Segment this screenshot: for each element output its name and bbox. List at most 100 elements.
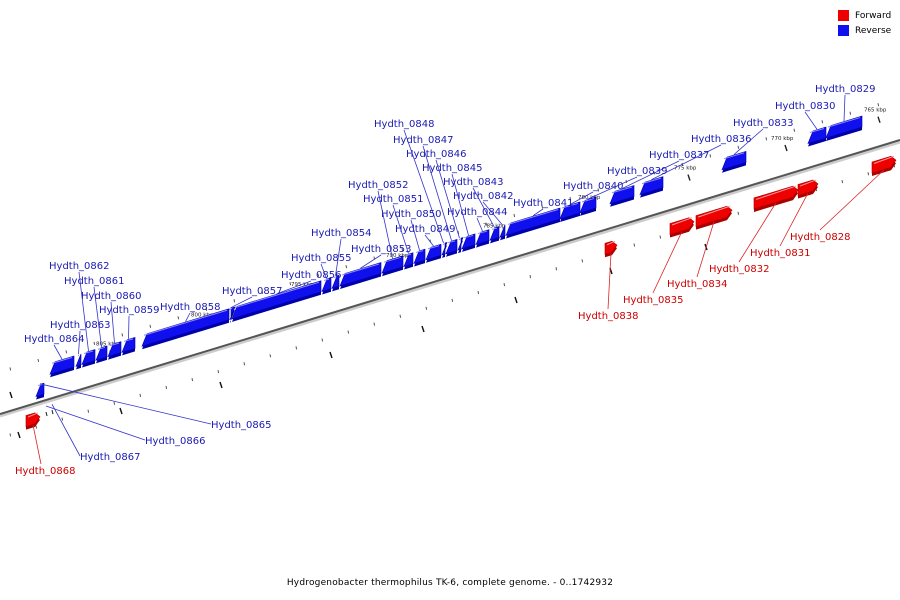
gene-body [797, 179, 819, 196]
guide-tick [555, 267, 558, 271]
gene-hydth_0861 [95, 345, 108, 364]
gene-highlight [641, 177, 662, 185]
gene-hydth_0853 [339, 262, 382, 289]
axis-tick-label: 770 kbp [771, 136, 794, 142]
gene-label: Hydth_0835 [623, 295, 684, 306]
gene-hydth_0848 [441, 241, 448, 258]
guide-tick [633, 243, 636, 247]
guide-tick [581, 259, 584, 263]
gene-highlight [323, 278, 330, 281]
guide-tick [513, 213, 516, 218]
guide-tick [217, 370, 220, 374]
gene-hydth_0835 [669, 217, 695, 238]
gene-hydth_0830 [807, 126, 827, 147]
gene-hydth_0850 [413, 248, 426, 267]
guide-tick [425, 306, 428, 310]
gene-hydth_0856 [231, 280, 322, 322]
guide-tick [261, 290, 264, 294]
axis-tick-label: 765 kbp [864, 108, 887, 114]
gene-label: Hydth_0839 [607, 166, 668, 177]
gene-highlight [233, 281, 320, 309]
gene-leader-line [738, 202, 777, 263]
gene-body [381, 255, 404, 274]
gene-body [609, 185, 635, 205]
gene-label: Hydth_0853 [351, 244, 412, 255]
gene-hydth_0828 [871, 155, 897, 177]
gene-hydth_0837 [609, 185, 635, 207]
gene-label: Hydth_0864 [24, 334, 85, 345]
gene-highlight [827, 117, 861, 128]
gene-leader-line [93, 286, 102, 348]
guide-tick [737, 211, 740, 215]
gene-leader-line [843, 94, 846, 122]
guide-tick [597, 188, 600, 192]
major-tick [514, 296, 518, 304]
guide-tick [87, 409, 90, 413]
gene-body [721, 150, 747, 171]
gene-label: Hydth_0830 [775, 101, 836, 112]
guide-tick [345, 265, 348, 269]
gene-label-layer: Hydth_0829 Hydth_0830 Hydth_0833 Hydth_0836… [15, 84, 885, 477]
guide-tick [93, 341, 96, 345]
major-tick [219, 381, 223, 389]
gene-leader-line [110, 301, 115, 344]
gene-label: Hydth_0852 [348, 180, 409, 191]
guide-tick [9, 433, 12, 437]
guide-tick [35, 425, 38, 429]
gene-label: Hydth_0828 [790, 232, 851, 243]
gene-highlight [442, 243, 445, 245]
gene-hydth_0863 [75, 353, 82, 370]
gene-leader-line [392, 204, 409, 254]
guide-tick [841, 180, 844, 184]
gene-body [75, 353, 82, 367]
gene-label: Hydth_0838 [578, 311, 639, 322]
gene-layer [25, 115, 897, 430]
guide-tick [485, 222, 488, 226]
gene-leader-line [804, 111, 818, 130]
gene-leader-line [424, 234, 434, 247]
gene-hydth_0868 [25, 412, 41, 430]
gene-label: Hydth_0857 [222, 286, 283, 297]
gene-body [559, 201, 581, 220]
gene-leader-line [320, 263, 327, 279]
gene-hydth_0831 [797, 179, 819, 199]
guide-tick [37, 358, 40, 363]
gene-hydth_0842 [499, 224, 506, 241]
gene-mark [51, 410, 54, 415]
gene-body [489, 226, 500, 241]
gene-highlight [723, 152, 745, 160]
gene-body [425, 243, 442, 261]
gene-body [229, 306, 236, 320]
guide-tick [821, 120, 824, 124]
gene-highlight [581, 198, 595, 203]
axis-tick-label: 795 kbp [291, 282, 314, 288]
major-tick [9, 391, 13, 399]
gene-hydth_0834 [695, 205, 733, 230]
guide-tick [477, 290, 480, 295]
gene-highlight [755, 185, 797, 200]
gene-hydth_0846 [457, 237, 464, 254]
gene-leader-line [651, 144, 722, 181]
gene-hydth_0860 [107, 341, 122, 360]
gene-label: Hydth_0837 [649, 150, 710, 161]
genome-axis [0, 139, 900, 415]
gene-label: Hydth_0868 [15, 466, 76, 477]
gene-leader-line [652, 231, 683, 294]
gene-hydth_0859 [121, 336, 136, 356]
axis-tick-label: 780 kbp [578, 195, 601, 201]
gene-hydth_0840 [559, 201, 581, 223]
gene-highlight [37, 384, 43, 387]
guide-tick [867, 172, 870, 176]
guide-tick [373, 322, 376, 326]
gene-highlight [405, 253, 412, 256]
gene-body [445, 238, 458, 255]
gene-leader-line [621, 160, 680, 189]
guide-tick [113, 401, 116, 405]
gene-leader-line [435, 159, 460, 239]
axis-tick [784, 144, 788, 152]
gene-leader-line [779, 192, 809, 247]
gene-label: Hydth_0832 [709, 264, 770, 275]
legend-label-reverse: Reverse [855, 25, 892, 36]
gene-hydth_0838 [604, 240, 618, 258]
